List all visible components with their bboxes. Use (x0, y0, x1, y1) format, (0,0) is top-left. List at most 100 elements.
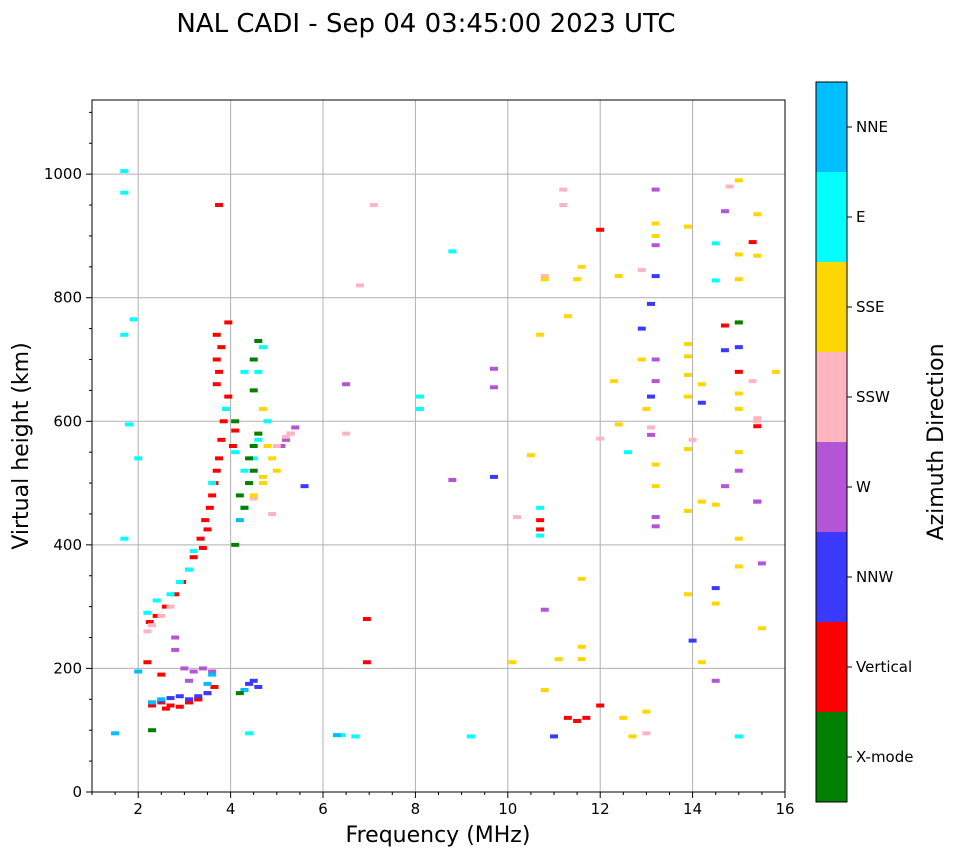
echo-point (563, 715, 572, 720)
echo-point (148, 728, 157, 733)
echo-point (249, 468, 258, 473)
echo-point (711, 502, 720, 507)
echo-point (175, 694, 184, 699)
echo-point (711, 278, 720, 283)
echo-point (235, 493, 244, 498)
echo-point (185, 567, 194, 572)
echo-point (166, 592, 175, 597)
echo-point (221, 406, 230, 411)
echo-point (734, 450, 743, 455)
echo-point (651, 233, 660, 238)
echo-point (688, 437, 697, 442)
colorbar-segment (816, 352, 847, 442)
colorbar-tick-label: X-mode (856, 748, 913, 766)
colorbar-tick-label: SSW (856, 388, 890, 406)
y-tick-label: 200 (53, 659, 82, 677)
echo-point (208, 672, 217, 677)
colorbar-frame (815, 81, 848, 803)
echo-point (362, 617, 371, 621)
colorbar-segment (816, 82, 847, 172)
echo-point (171, 647, 180, 652)
echo-point (157, 613, 166, 618)
echo-point (249, 444, 258, 448)
echo-point (337, 733, 346, 738)
y-tick-label: 600 (53, 412, 82, 430)
echo-point (203, 691, 212, 696)
echo-point (148, 623, 157, 628)
echo-point (212, 382, 221, 387)
y-tick-label: 800 (53, 289, 82, 307)
echo-point (272, 444, 281, 448)
echo-point (734, 468, 743, 473)
echo-point (134, 456, 143, 461)
echo-point (291, 425, 300, 430)
echo-point (734, 320, 743, 325)
echo-point (637, 357, 646, 362)
echo-point (757, 626, 766, 631)
echo-point (748, 240, 757, 245)
echo-point (231, 542, 240, 547)
echo-point (683, 592, 692, 597)
echo-point (203, 527, 212, 532)
colorbar-tick-label: NNE (856, 118, 888, 136)
colorbar-segment (816, 262, 847, 352)
echo-point (152, 598, 161, 603)
echo-point (217, 345, 226, 350)
echo-point (711, 586, 720, 591)
echo-point (577, 644, 586, 649)
echo-point (219, 419, 228, 424)
echo-point (185, 700, 194, 705)
echo-point (235, 518, 244, 523)
grid-lines (92, 100, 785, 792)
echo-point (185, 697, 194, 702)
echo-point (210, 684, 219, 689)
echo-point (282, 437, 291, 442)
echo-point (540, 688, 549, 693)
echo-point (268, 511, 277, 516)
echo-point (651, 221, 660, 226)
echo-point (757, 561, 766, 566)
echo-point (120, 536, 129, 541)
echo-point (647, 432, 656, 437)
colorbar-tick-label: NNW (856, 568, 893, 586)
echo-point (249, 678, 258, 683)
echo-point (201, 518, 210, 523)
echo-point (254, 431, 263, 436)
echo-point (258, 406, 267, 411)
echo-point (720, 323, 729, 328)
echo-point (720, 348, 729, 353)
echo-point (536, 533, 545, 538)
echo-point (711, 601, 720, 606)
echo-point (596, 227, 605, 232)
colorbar-tick-label: W (856, 478, 871, 496)
chart-title: NAL CADI - Sep 04 03:45:00 2023 UTC (176, 9, 675, 39)
echo-point (254, 369, 263, 374)
echo-point (212, 332, 221, 337)
colorbar-segment (816, 622, 847, 712)
echo-point (734, 178, 743, 183)
echo-point (268, 456, 277, 461)
echo-point (111, 731, 120, 736)
echo-point (536, 527, 545, 532)
x-tick-label: 2 (133, 800, 143, 818)
echo-point (647, 301, 656, 306)
x-tick-label: 6 (318, 800, 328, 818)
colorbar-label: Azimuth Direction (924, 343, 949, 540)
echo-point (697, 499, 706, 504)
echo-point (513, 515, 522, 520)
echo-point (215, 369, 224, 374)
echo-point (416, 406, 425, 411)
echo-point (134, 669, 143, 674)
colorbar-segment (816, 442, 847, 532)
echo-point (189, 669, 198, 674)
echo-point (573, 277, 582, 282)
echo-point (194, 694, 203, 699)
echo-point (651, 357, 660, 362)
echo-point (215, 456, 224, 461)
echo-point (573, 718, 582, 723)
echo-point (120, 169, 129, 174)
echo-point (171, 592, 180, 597)
echo-point (258, 481, 267, 486)
